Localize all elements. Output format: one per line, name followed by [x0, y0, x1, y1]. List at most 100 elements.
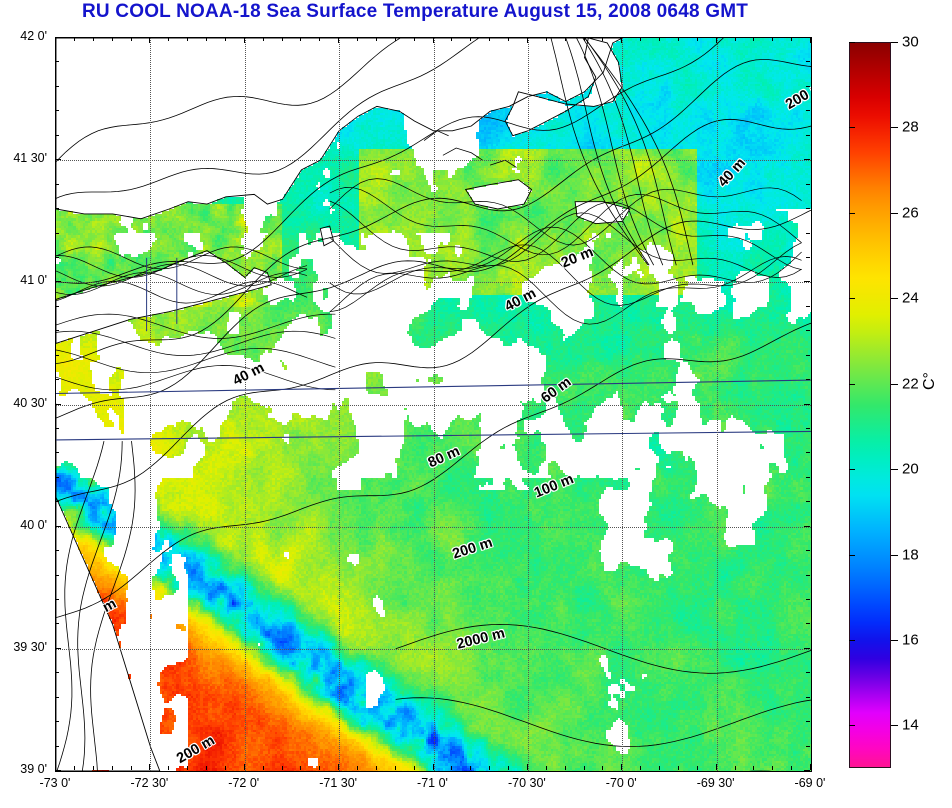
axis-tick-x [300, 766, 302, 770]
axis-tick-x [394, 37, 396, 41]
axis-tick-y [55, 85, 59, 87]
axis-label-x: -70 0' [605, 776, 637, 790]
axis-label-x: -69 30' [696, 776, 735, 790]
axis-tick-x [357, 37, 358, 41]
axis-tick-x [451, 766, 453, 770]
grid-line-horizontal [56, 526, 811, 528]
axis-tick-y [55, 208, 59, 209]
axis-tick-y [804, 403, 810, 405]
colorbar-tick [891, 469, 898, 471]
axis-tick-y [55, 379, 59, 381]
axis-tick-y [806, 232, 810, 234]
axis-label-y: 40 0' [20, 517, 47, 532]
axis-tick-x [262, 766, 264, 770]
axis-tick-x [281, 766, 283, 770]
colorbar-tick-inner [849, 554, 855, 556]
axis-tick-x [149, 764, 151, 770]
axis-label-x: -72 0' [228, 776, 260, 790]
axis-tick-x [677, 766, 679, 770]
axis-tick-x [243, 37, 245, 43]
axis-label-x: -71 30' [319, 776, 358, 790]
axis-tick-x [583, 37, 585, 41]
axis-tick-y [55, 672, 59, 674]
axis-tick-y [806, 134, 810, 136]
axis-tick-x [640, 766, 642, 770]
axis-tick-y [55, 159, 61, 161]
axis-tick-x [753, 37, 755, 41]
axis-tick-x [772, 37, 774, 41]
axis-tick-y [55, 770, 61, 771]
colorbar-tick-inner [849, 639, 855, 641]
axis-tick-y [55, 183, 59, 185]
axis-tick-x [734, 766, 736, 770]
colorbar-gradient [849, 42, 891, 768]
colorbar-tick-inner [849, 725, 855, 727]
colorbar-tick-label: 16 [902, 631, 919, 649]
axis-tick-y [55, 452, 59, 454]
axis-tick-y [806, 354, 810, 356]
axis-tick-x [111, 766, 113, 770]
grid-line-horizontal [56, 160, 811, 162]
axis-tick-y [55, 232, 59, 234]
axis-tick-x [130, 37, 132, 41]
axis-tick-x [564, 766, 566, 770]
axis-tick-y [55, 501, 59, 503]
axis-label-y: 39 30' [13, 639, 47, 654]
axis-tick-y [806, 85, 810, 87]
axis-tick-y [804, 281, 810, 283]
axis-tick-x [508, 37, 509, 41]
axis-tick-y [806, 623, 810, 625]
colorbar-unit-label: C° [921, 372, 938, 390]
axis-tick-x [432, 764, 434, 770]
colorbar-tick-inner [849, 212, 855, 214]
figure-title: RU COOL NOAA-18 Sea Surface Temperature … [81, 1, 749, 22]
axis-tick-y [806, 672, 810, 674]
axis-tick-y [55, 110, 59, 112]
axis-tick-x [508, 766, 509, 770]
axis-tick-y [55, 61, 59, 63]
axis-tick-x [92, 37, 94, 41]
axis-tick-y [806, 61, 810, 63]
colorbar-tick-label: 30 [902, 33, 919, 51]
grid-line-horizontal [56, 404, 811, 406]
axis-tick-y [55, 354, 59, 356]
axis-tick-x [73, 37, 75, 41]
axis-tick-y [806, 427, 810, 429]
axis-tick-x [583, 766, 585, 770]
axis-tick-y [804, 647, 810, 649]
colorbar-tick-label: 20 [902, 460, 919, 478]
axis-tick-x [73, 766, 75, 770]
axis-tick-x [206, 37, 207, 41]
colorbar-tick [891, 639, 898, 641]
axis-label-y: 39 0' [20, 762, 47, 776]
axis-tick-y [806, 476, 810, 478]
axis-tick-y [806, 721, 810, 723]
axis-tick-x [319, 37, 321, 41]
colorbar-tick [891, 725, 898, 727]
axis-tick-y [55, 525, 61, 527]
axis-tick-x [206, 766, 207, 770]
axis-tick-x [791, 766, 793, 770]
colorbar-tick-label: 26 [902, 204, 919, 222]
axis-tick-x [715, 764, 717, 770]
axis-tick-x [677, 37, 679, 41]
axis-tick-x [791, 37, 793, 41]
axis-label-x: -72 30' [130, 776, 169, 790]
axis-label-x: -73 0' [39, 776, 71, 790]
colorbar-tick-layer: 30 28 26 24 22 20 18 16 14 [849, 34, 939, 768]
axis-tick-x [262, 37, 264, 41]
axis-tick-x [753, 766, 755, 770]
colorbar-tick [891, 212, 898, 214]
axis-tick-y [55, 574, 59, 576]
colorbar-tick-inner [849, 127, 855, 129]
axis-tick-y [806, 183, 810, 185]
axis-label-x: -71 0' [417, 776, 448, 790]
axis-tick-x [281, 37, 283, 41]
axis-tick-y [55, 550, 59, 552]
axis-tick-y [806, 599, 810, 600]
axis-tick-y [806, 256, 810, 258]
axis-tick-x [130, 766, 132, 770]
colorbar-tick [891, 383, 898, 385]
axis-tick-x [413, 37, 415, 41]
